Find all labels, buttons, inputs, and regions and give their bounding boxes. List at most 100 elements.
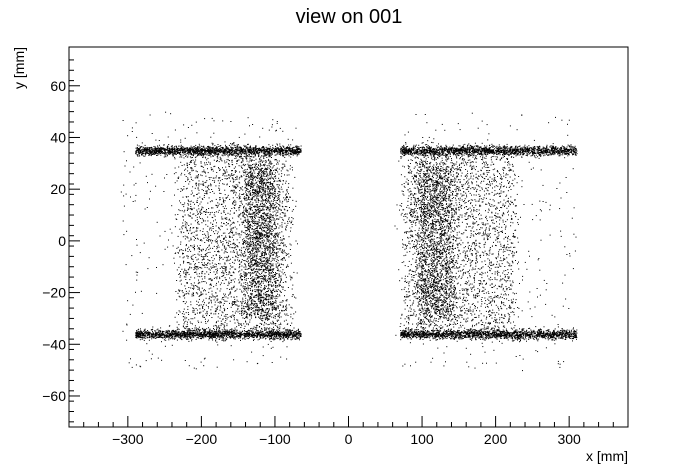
scatter-point [201,259,203,261]
scatter-point [427,176,429,178]
scatter-point [250,245,251,247]
scatter-point [256,271,258,272]
scatter-point [435,297,437,299]
scatter-point [244,286,246,288]
scatter-point [193,286,195,288]
scatter-point [252,231,254,233]
scatter-point [236,296,238,298]
scatter-point [210,183,211,185]
scatter-point [268,310,270,312]
scatter-point [187,308,189,310]
scatter-point [247,243,249,245]
scatter-point [258,295,260,296]
scatter-point [259,165,261,167]
scatter-point [249,168,251,170]
scatter-point [217,180,219,182]
scatter-point [253,232,255,234]
scatter-point [262,255,264,256]
scatter-point [417,197,419,199]
scatter-point [274,169,276,171]
scatter-point [177,188,179,190]
scatter-point [439,193,441,195]
scatter-point [229,315,231,317]
scatter-point [271,323,273,325]
scatter-point [267,232,269,234]
scatter-point [252,304,254,306]
scatter-point [229,291,231,293]
scatter-point [432,205,434,207]
scatter-point [225,260,227,262]
scatter-point [443,229,445,231]
scatter-point [423,288,425,290]
scatter-point [263,170,265,172]
scatter-point [423,279,425,281]
scatter-point [199,211,201,213]
scatter-point [443,200,444,202]
scatter-point [427,251,428,253]
scatter-point [450,285,452,287]
scatter-point [267,186,268,188]
scatter-point [417,267,419,269]
scatter-point [214,240,216,242]
scatter-point [233,234,235,236]
scatter-point [267,221,269,223]
scatter-point [202,234,204,235]
scatter-point [444,247,446,249]
scatter-point [244,178,246,180]
scatter-point [240,276,242,278]
scatter-point [269,226,271,228]
scatter-point [435,249,437,250]
scatter-point [421,168,423,170]
scatter-point [447,179,449,181]
scatter-point [452,296,454,298]
scatter-point [246,215,248,216]
scatter-point [267,324,269,326]
scatter-point [429,166,430,168]
scatter-point [261,229,263,231]
scatter-point [265,280,267,282]
scatter-point [257,251,259,253]
scatter-point [281,264,283,265]
scatter-point [273,241,275,243]
scatter-point [449,268,451,270]
scatter-point [192,227,194,229]
scatter-point [255,244,257,246]
scatter-point [426,253,428,255]
scatter-point [235,304,237,306]
scatter-point [256,245,257,247]
scatter-point [254,271,256,273]
scatter-point [270,233,272,235]
scatter-point [426,208,428,210]
scatter-point [237,305,239,307]
scatter-point [275,159,277,160]
scatter-point [268,308,270,310]
scatter-point [245,317,247,319]
scatter-point [247,151,249,153]
scatter-point [250,188,251,189]
scatter-point [448,222,450,224]
scatter-point [184,214,186,216]
scatter-point [270,252,272,254]
scatter-point [255,162,257,164]
scatter-point [292,169,293,171]
scatter-point [436,242,438,244]
scatter-point [435,246,437,248]
scatter-point [243,288,245,289]
scatter-point [435,248,437,250]
scatter-point [266,232,268,234]
scatter-point [217,320,219,322]
scatter-point [276,167,278,169]
scatter-point [254,234,256,236]
scatter-point [264,171,266,173]
scatter-point [265,196,267,198]
scatter-point [269,172,271,174]
scatter-point [210,156,212,158]
scatter-point [447,265,449,267]
scatter-point [269,162,271,164]
scatter-point [231,302,233,304]
scatter-point [238,282,240,284]
scatter-point [248,181,250,183]
scatter-point [429,223,431,224]
scatter-point [451,296,453,298]
scatter-point [424,304,426,306]
